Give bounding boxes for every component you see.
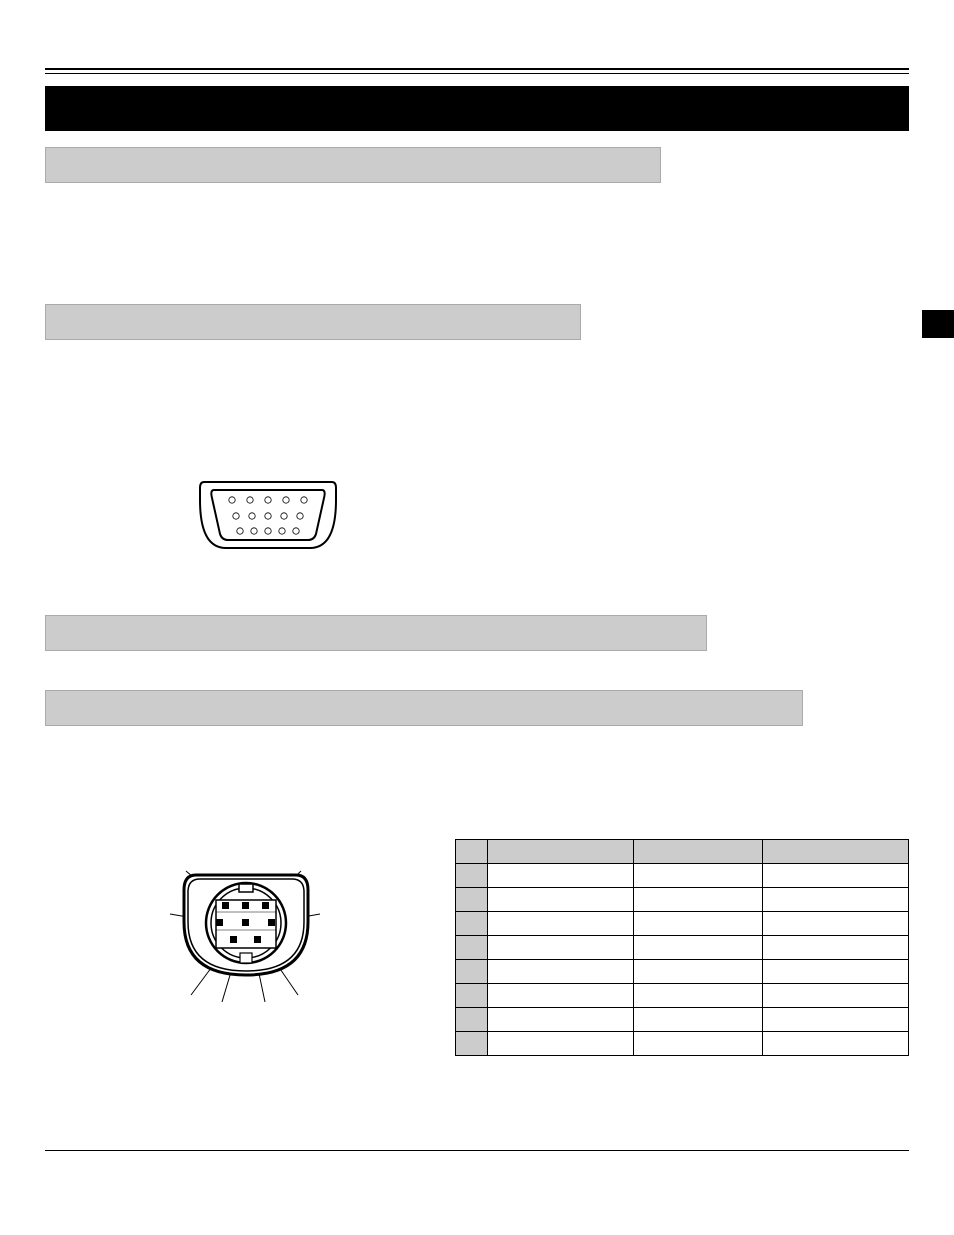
dsub-connector-diagram	[196, 476, 340, 554]
pin-table-cell	[763, 912, 909, 936]
pin-table-cell	[763, 960, 909, 984]
subhead-bar-2	[45, 304, 581, 340]
pin-assignment-table	[455, 839, 909, 1056]
subhead-bar-3	[45, 615, 707, 651]
pin-table-cell	[456, 1032, 488, 1056]
pin-table-row	[456, 936, 909, 960]
pin-table-cell	[456, 984, 488, 1008]
pin-table-cell	[763, 1008, 909, 1032]
pin-table-cell	[763, 936, 909, 960]
pin-table-cell	[487, 1032, 633, 1056]
minidin-connector-diagram	[160, 860, 332, 1002]
pin-table-cell	[763, 984, 909, 1008]
pin-table-row	[456, 864, 909, 888]
pin-table-cell	[633, 888, 763, 912]
pin-table-row	[456, 1008, 909, 1032]
pin-table-cell	[487, 936, 633, 960]
pin-table-cell	[487, 912, 633, 936]
pin-table-cell	[456, 912, 488, 936]
pin-table-row	[456, 984, 909, 1008]
pin-table-cell	[763, 888, 909, 912]
page-bottom-rule	[45, 1150, 909, 1151]
pin-table-cell	[487, 1008, 633, 1032]
pin-table-row	[456, 960, 909, 984]
pin-table-cell	[487, 960, 633, 984]
subhead-bar-4	[45, 690, 803, 726]
pin-table-cell	[456, 960, 488, 984]
page-top-rule	[45, 68, 909, 74]
pin-table-cell	[487, 840, 633, 864]
subhead-bar-1	[45, 147, 661, 183]
pin-table-cell	[633, 936, 763, 960]
pin-table-row	[456, 888, 909, 912]
pin-table-header-row	[456, 840, 909, 864]
pin-table-cell	[456, 888, 488, 912]
section-title-bar	[45, 86, 909, 131]
pin-table-cell	[633, 864, 763, 888]
pin-table-cell	[633, 1008, 763, 1032]
pin-table-cell	[456, 936, 488, 960]
pin-table-cell	[763, 1032, 909, 1056]
pin-table-cell	[487, 984, 633, 1008]
pin-table-cell	[456, 864, 488, 888]
pin-table-cell	[456, 1008, 488, 1032]
pin-table-cell	[763, 840, 909, 864]
pin-table-cell	[456, 840, 488, 864]
pin-table-cell	[487, 888, 633, 912]
pin-table-cell	[633, 912, 763, 936]
pin-table-cell	[633, 840, 763, 864]
pin-table-row	[456, 1032, 909, 1056]
pin-table-cell	[633, 1032, 763, 1056]
pin-table-row	[456, 912, 909, 936]
pin-table-cell	[763, 864, 909, 888]
pin-table-cell	[487, 864, 633, 888]
pin-table-cell	[633, 984, 763, 1008]
pin-table-cell	[633, 960, 763, 984]
side-tab	[922, 310, 954, 338]
